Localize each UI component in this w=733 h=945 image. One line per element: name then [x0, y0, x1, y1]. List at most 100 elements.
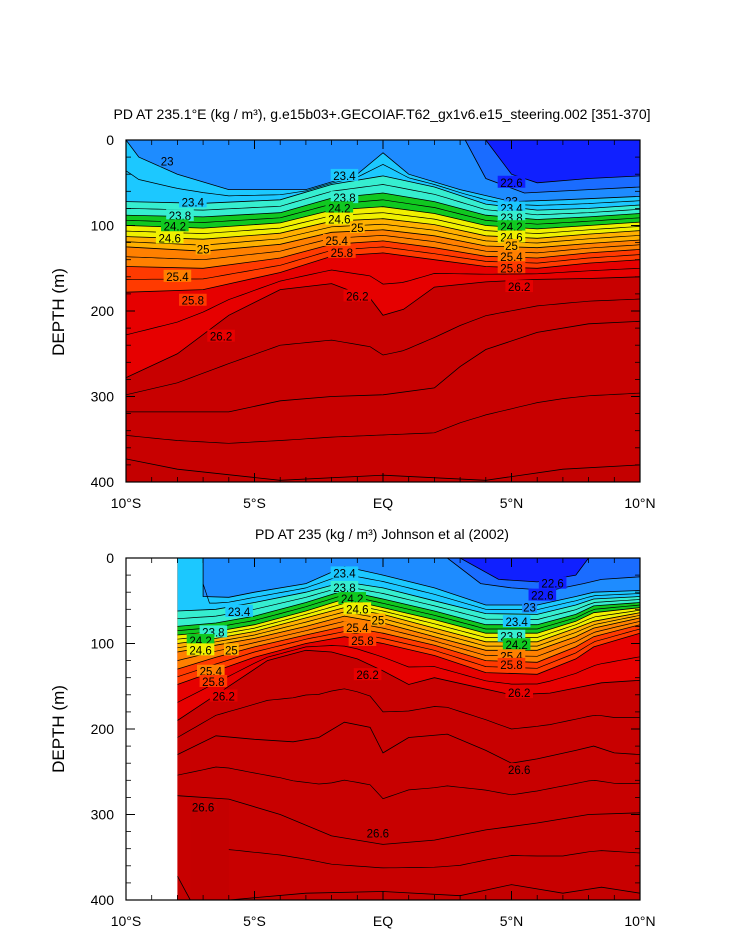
x-tick-label: 10°S [111, 913, 142, 929]
contour-label: 25.4 [166, 272, 189, 284]
contour-label-bg [528, 588, 557, 601]
contour-label-bg [186, 643, 215, 656]
contour-line-minor [202, 573, 640, 611]
contour-label: 25.8 [182, 296, 204, 308]
contour-label: 26.2 [508, 282, 530, 294]
contour-label-bg [195, 242, 211, 255]
contour-line [177, 875, 191, 900]
contour-label-bg [328, 245, 356, 258]
x-tick-label: EQ [373, 913, 393, 929]
contour-line [464, 140, 640, 194]
contour-label: 23.8 [333, 583, 355, 595]
contour-label: 22.6 [531, 591, 553, 603]
contour-line [177, 598, 640, 636]
contour-label-bg [159, 154, 175, 167]
contour-label-bg [330, 168, 359, 181]
contour-line-minor [177, 628, 640, 678]
panel-top-model: PD AT 235.1°E (kg / m³), g.e15b03+.GECOI… [49, 106, 656, 511]
x-tick-label: 10°N [624, 495, 655, 511]
x-tick-label: 5°S [243, 913, 266, 929]
contour-label: 26.2 [210, 332, 232, 344]
x-tick-label: 5°S [243, 495, 266, 511]
contour-line-minor [126, 199, 640, 225]
contour-label: 24.6 [346, 604, 368, 616]
contour-label-bg [330, 580, 359, 593]
contour-label: 23.4 [333, 568, 356, 580]
contour-line [177, 615, 640, 653]
contour-line [177, 607, 640, 644]
contour-line-minor [126, 246, 640, 280]
contour-label-bg [522, 600, 537, 613]
contour-label-bg [505, 280, 534, 293]
y-tick-label: 100 [91, 218, 115, 234]
contour-label-bg [209, 689, 238, 702]
contour-label: 26.2 [212, 692, 234, 704]
contour-label: 26.6 [192, 803, 214, 815]
contour-label-bg [155, 231, 184, 244]
y-tick-label: 300 [91, 389, 115, 405]
contour-label-bg [186, 633, 215, 646]
contour-line-minor [177, 645, 640, 703]
contour-label: 26.2 [346, 291, 368, 303]
contour-label: 25.4 [500, 252, 523, 264]
y-tick-label: 0 [106, 550, 114, 566]
contour-line-minor [177, 585, 640, 620]
contour-label: 25.8 [500, 660, 522, 672]
contour-line-minor [126, 267, 640, 336]
x-tick-label: 5°N [500, 913, 524, 929]
contour-label: 23 [161, 156, 174, 168]
contour-line-minor [228, 849, 640, 869]
contour-line-minor [126, 223, 640, 246]
contour-label: 24.2 [505, 640, 527, 652]
contour-label-bg [179, 195, 207, 208]
x-tick-label: 10°N [624, 913, 655, 929]
contour-line-minor [177, 688, 640, 738]
contour-label-bg [505, 686, 534, 699]
contour-label-bg [502, 615, 531, 628]
contour-label: 23.4 [505, 617, 528, 629]
contour-line-minor [126, 234, 640, 261]
contour-line [126, 140, 640, 203]
contour-line [177, 624, 640, 670]
panel-bottom-ylabel: DEPTH (m) [49, 685, 68, 773]
contour-label: 23.4 [228, 607, 251, 619]
contour-line-minor [126, 184, 640, 216]
contour-line-minor [126, 298, 640, 396]
contour-label-bg [364, 826, 392, 839]
contour-label: 26.6 [508, 765, 530, 777]
contour-line [177, 721, 640, 764]
contour-label-bg [325, 201, 354, 214]
contour-label-bg [502, 638, 531, 651]
contour-label: 25 [225, 645, 238, 657]
contour-label: 25.4 [326, 236, 349, 248]
contour-label: 23 [523, 603, 536, 615]
contour-line [126, 252, 640, 293]
contour-label-bg [223, 643, 239, 656]
contour-line [126, 218, 640, 240]
contour-label: 26.2 [356, 670, 378, 682]
contour-label-bg [349, 221, 365, 234]
contour-label-bg [497, 261, 526, 274]
contour-label: 23.4 [182, 197, 205, 209]
y-tick-label: 200 [91, 721, 115, 737]
contour-label-bg [343, 602, 372, 615]
y-tick-label: 0 [106, 132, 114, 148]
contour-label-bg [338, 592, 366, 605]
contour-label-bg [161, 219, 189, 232]
contour-line [228, 884, 640, 900]
contour-label-bg [497, 210, 526, 223]
panel-bottom-observed: PD AT 235 (kg / m³) Johnson et al (2002)… [49, 526, 656, 929]
contour-label-bg [343, 621, 372, 634]
contour-line-minor [177, 602, 640, 640]
contour-label-bg [497, 250, 526, 263]
contour-line [126, 276, 640, 379]
contour-line [126, 175, 640, 211]
contour-line-minor [177, 611, 640, 649]
contour-label: 26.2 [508, 688, 530, 700]
contour-label-bg [325, 212, 354, 225]
contour-label: 22.6 [500, 178, 522, 190]
contour-label: 26.6 [367, 828, 389, 840]
contour-line [126, 240, 640, 269]
contour-label-bg [505, 763, 534, 776]
contour-line [177, 632, 640, 685]
